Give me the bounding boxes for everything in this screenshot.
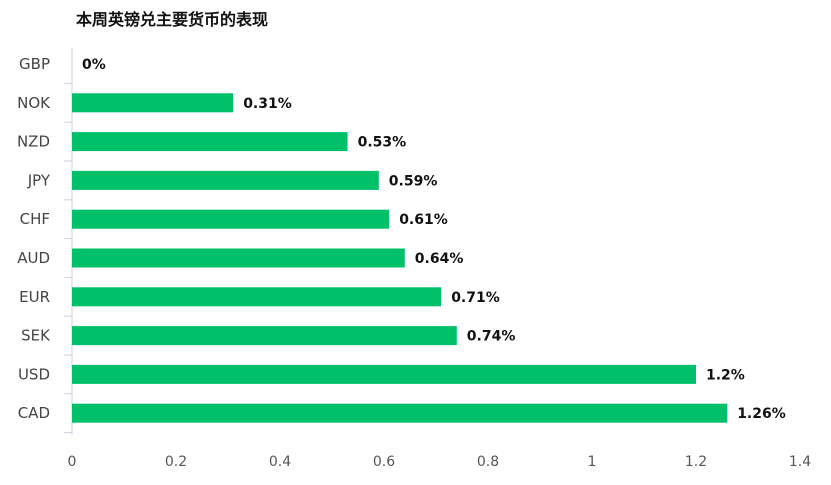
bar-eur <box>72 287 442 307</box>
x-tick-label: 1.2 <box>685 454 707 470</box>
bar-nok <box>72 93 234 113</box>
bar-sek <box>72 326 457 346</box>
bar-aud <box>72 248 405 268</box>
category-label-jpy: JPY <box>27 171 51 189</box>
category-label-nzd: NZD <box>17 133 50 151</box>
value-label-aud: 0.64% <box>415 251 464 267</box>
value-label-sek: 0.74% <box>467 329 516 345</box>
value-label-eur: 0.71% <box>451 290 500 306</box>
value-label-nzd: 0.53% <box>358 135 407 151</box>
category-label-nok: NOK <box>17 94 51 112</box>
x-tick-label: 0.8 <box>477 454 499 470</box>
bar-cad <box>72 403 728 423</box>
bar-chf <box>72 209 390 229</box>
value-label-cad: 1.26% <box>737 406 786 422</box>
x-tick-label: 1 <box>588 454 597 470</box>
value-label-nok: 0.31% <box>243 96 292 112</box>
value-label-jpy: 0.59% <box>389 173 438 189</box>
category-label-sek: SEK <box>21 327 51 345</box>
x-tick-label: 0.2 <box>165 454 187 470</box>
value-label-usd: 1.2% <box>706 367 745 383</box>
bar-jpy <box>72 170 379 190</box>
value-label-gbp: 0% <box>82 57 106 73</box>
category-label-aud: AUD <box>17 249 50 267</box>
chart-title: 本周英镑兑主要货币的表现 <box>76 10 269 29</box>
x-tick-label: 0.4 <box>269 454 291 470</box>
category-label-usd: USD <box>18 365 50 383</box>
bar-usd <box>72 364 696 384</box>
category-label-chf: CHF <box>20 210 50 228</box>
category-label-cad: CAD <box>18 404 50 422</box>
x-tick-label: 0.6 <box>373 454 395 470</box>
value-label-chf: 0.61% <box>399 212 448 228</box>
bar-nzd <box>72 132 348 152</box>
category-label-gbp: GBP <box>19 55 50 73</box>
x-tick-label: 1.4 <box>789 454 811 470</box>
category-label-eur: EUR <box>19 288 50 306</box>
x-tick-label: 0 <box>68 454 77 470</box>
